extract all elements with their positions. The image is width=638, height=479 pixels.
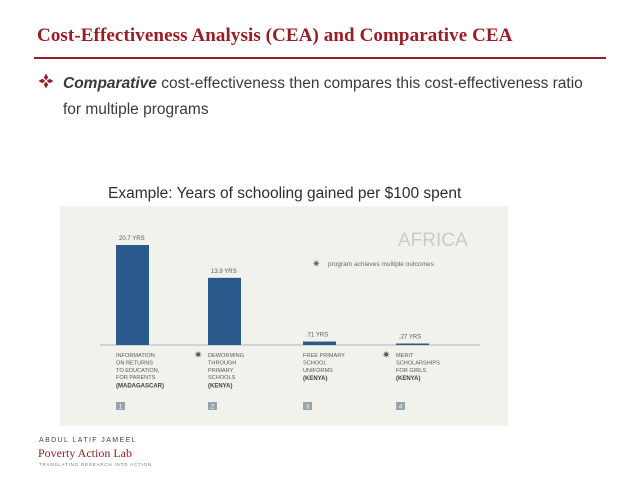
legend-label: program achieves multiple outcomes xyxy=(328,261,435,268)
bar-number: 1 xyxy=(119,405,123,411)
bar-value-label: 20.7 YRS xyxy=(119,236,145,242)
bar-category-label: FOR GIRLS xyxy=(396,368,426,374)
bar-country-label: (KENYA) xyxy=(396,376,420,382)
bar-category-label: DEWORMING xyxy=(208,353,244,359)
bar-category-label: SCHOLARSHIPS xyxy=(396,360,440,366)
slide-title: Cost-Effectiveness Analysis (CEA) and Co… xyxy=(37,25,513,46)
bar-category-label: SCHOOL xyxy=(303,360,327,366)
bar xyxy=(208,277,241,345)
diamond-bullet-icon xyxy=(38,73,54,89)
bar xyxy=(396,343,429,345)
bar-category-label: INFORMATION xyxy=(116,353,155,359)
logo-line-1: ABDUL LATIF JAMEEL xyxy=(39,437,137,444)
logo-line-2: Poverty Action Lab xyxy=(38,446,132,460)
bar-country-label: (KENYA) xyxy=(208,384,232,390)
example-caption: Example: Years of schooling gained per $… xyxy=(108,185,462,202)
bar-number: 4 xyxy=(399,405,403,411)
bar-number-badge xyxy=(208,402,217,410)
bar-number: 3 xyxy=(306,405,310,411)
bar-value-label: 13.9 YRS xyxy=(211,269,237,275)
bar-country-label: (KENYA) xyxy=(303,376,327,382)
bar-category-label: UNIFORMS xyxy=(303,368,333,374)
bar-value-label: .71 YRS xyxy=(306,333,328,339)
bar-category-label: PRIMARY xyxy=(208,368,234,374)
bar-category-label: THROUGH xyxy=(208,360,236,366)
bar-category-label: FREE PRIMARY xyxy=(303,353,345,359)
bar-category-label: ON RETURNS xyxy=(116,360,153,366)
bar-number-badge xyxy=(396,402,405,410)
bullet-text: Comparative cost-effectiveness then comp… xyxy=(63,71,583,123)
bar-category-label: SCHOOLS xyxy=(208,375,236,381)
legend-star-icon: ✷ xyxy=(312,259,320,270)
bullet-body: cost-effectiveness then compares this co… xyxy=(63,75,583,118)
bar-country-label: (MADAGASCAR) xyxy=(116,384,164,390)
multiple-outcomes-star-icon: ✷ xyxy=(194,350,202,361)
chart-panel: AFRICA ✷ program achieves multiple outco… xyxy=(60,206,508,426)
bar-number-badge xyxy=(116,402,125,410)
bullet-emphasis: Comparative xyxy=(63,75,157,92)
bar-number-badge xyxy=(303,402,312,410)
chart-watermark: AFRICA xyxy=(398,230,468,251)
multiple-outcomes-star-icon: ✷ xyxy=(382,350,390,361)
title-underline xyxy=(34,57,606,59)
bar xyxy=(303,341,336,345)
bar-number: 2 xyxy=(211,405,215,411)
bar-category-label: FOR PARENTS xyxy=(116,375,156,381)
bar-value-label: .27 YRS xyxy=(399,335,421,341)
logo-line-3: TRANSLATING RESEARCH INTO ACTION xyxy=(39,462,152,467)
bar-chart: AFRICA ✷ program achieves multiple outco… xyxy=(100,230,480,411)
bar xyxy=(116,245,149,345)
bar-category-label: TO EDUCATION, xyxy=(116,368,160,374)
bar-category-label: MERIT xyxy=(396,353,414,359)
